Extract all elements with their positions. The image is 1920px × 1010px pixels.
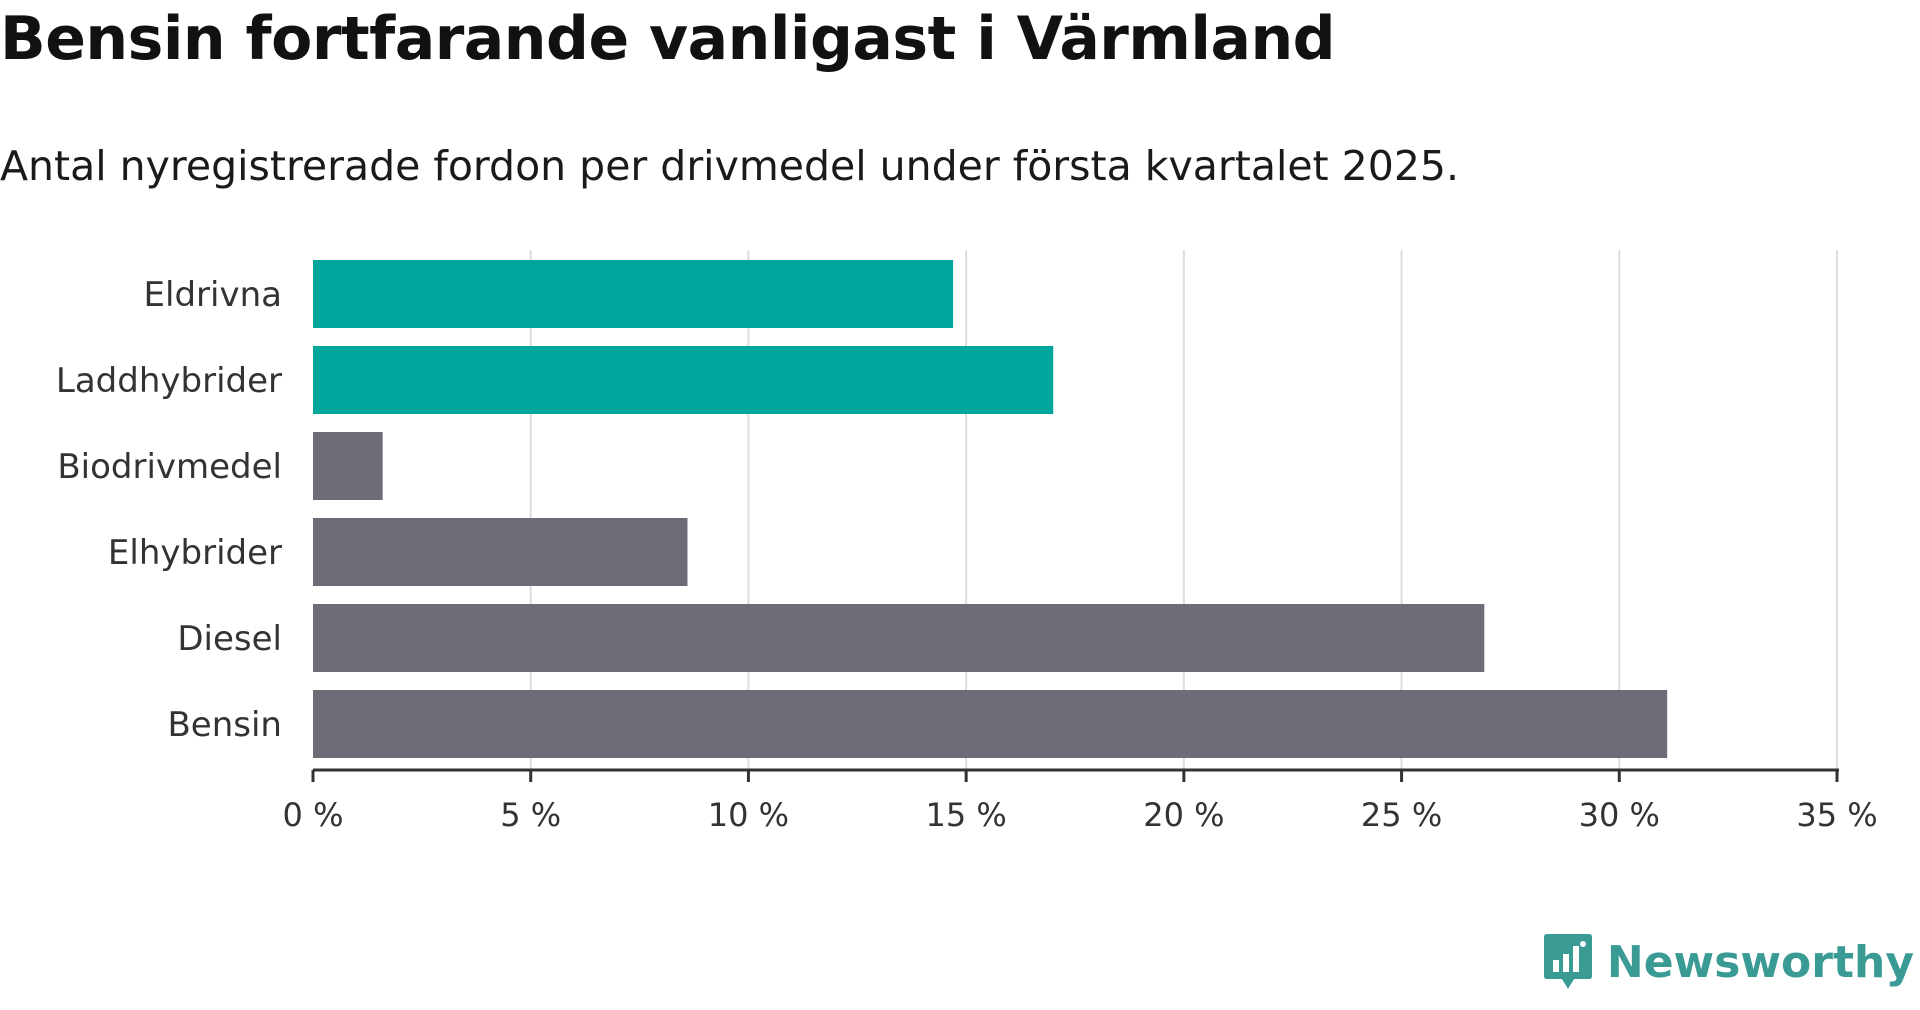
x-tick-label: 15 % (925, 796, 1006, 834)
x-tick-label: 0 % (283, 796, 344, 834)
bar-elhybrider (313, 518, 688, 586)
x-tick-label: 20 % (1143, 796, 1224, 834)
bars (313, 260, 1668, 758)
bar-bensin (313, 690, 1668, 758)
chart-subtitle: Antal nyregistrerade fordon per drivmede… (0, 142, 1460, 190)
x-tick-label: 25 % (1361, 796, 1442, 834)
category-label: Elhybrider (108, 533, 282, 573)
category-labels: Eldrivna Laddhybrider Biodrivmedel Elhybrid… (56, 275, 282, 745)
chart-title: Bensin fortfarande vanligast i Värmland (0, 4, 1336, 74)
x-tick-label: 10 % (708, 796, 789, 834)
x-tick-label: 35 % (1796, 796, 1877, 834)
x-axis: 0 % 5 % 10 % 15 % 20 % 25 % 30 % 35 % (283, 768, 1878, 834)
bar-biodrivmedel (313, 432, 383, 500)
brand-logo: Newsworthy (1543, 932, 1914, 992)
bar-laddhybrider (313, 346, 1054, 414)
bar-eldrivna (313, 260, 954, 328)
x-tick-label: 5 % (500, 796, 561, 834)
category-label: Eldrivna (144, 275, 282, 315)
category-label: Laddhybrider (56, 361, 282, 401)
category-label: Bensin (167, 705, 282, 745)
brand-name: Newsworthy (1606, 936, 1914, 988)
bar-diesel (313, 604, 1485, 672)
grid-lines (529, 250, 1838, 770)
category-label: Diesel (177, 619, 282, 659)
newsworthy-logo-icon (1543, 934, 1592, 989)
x-tick-label: 30 % (1579, 796, 1660, 834)
category-label: Biodrivmedel (57, 447, 282, 487)
